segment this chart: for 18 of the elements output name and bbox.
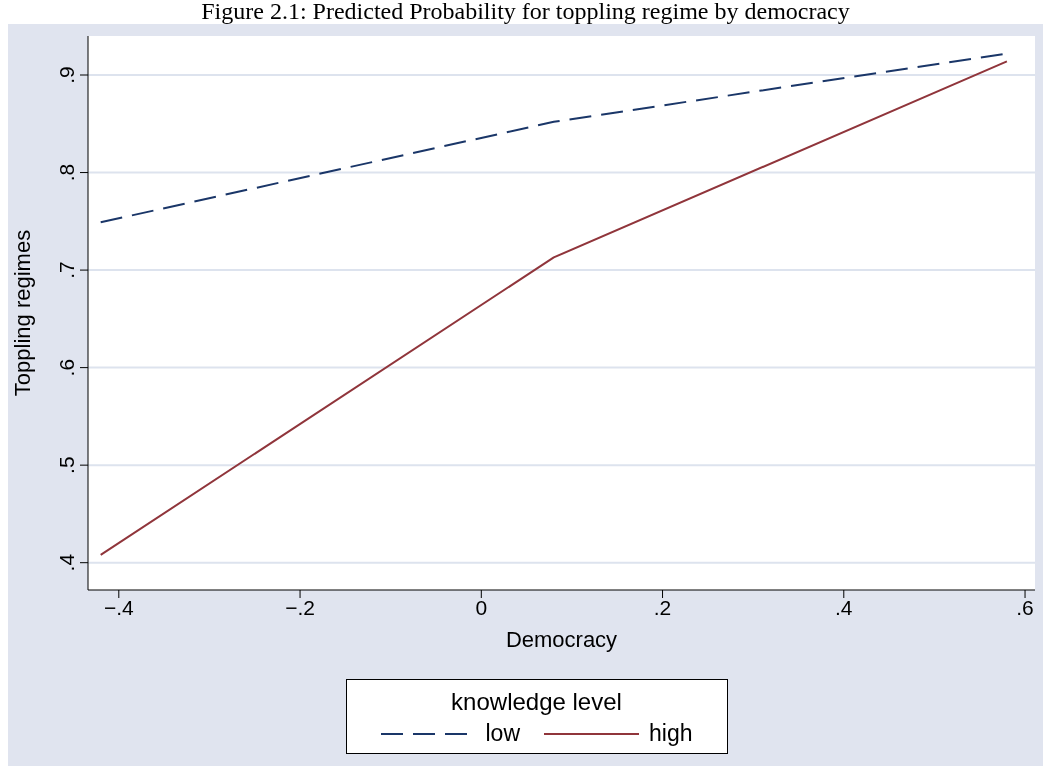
chart-title: Figure 2.1: Predicted Probability for toppling regime by democracy bbox=[200, 0, 851, 24]
x-tick-label: −.4 bbox=[103, 595, 135, 619]
y-tick-label: .5 bbox=[55, 456, 78, 474]
x-tick-label: .4 bbox=[835, 595, 853, 619]
legend-label: low bbox=[485, 720, 521, 747]
legend-title: knowledge level bbox=[450, 688, 623, 716]
y-tick-label: .9 bbox=[55, 66, 78, 84]
x-tick-label: −.2 bbox=[285, 595, 315, 619]
y-tick-label: .4 bbox=[55, 553, 78, 572]
x-tick-label: 0 bbox=[475, 595, 488, 619]
y-tick-label: .8 bbox=[55, 163, 78, 182]
x-axis-title: Democracy bbox=[505, 627, 618, 652]
legend-label: high bbox=[649, 720, 693, 747]
x-tick-label: .6 bbox=[1016, 595, 1034, 619]
y-tick-label: .7 bbox=[55, 261, 78, 279]
y-axis-title: Toppling regimes bbox=[9, 229, 35, 397]
x-tick-label: .2 bbox=[653, 595, 672, 619]
y-tick-label: .6 bbox=[55, 358, 78, 377]
